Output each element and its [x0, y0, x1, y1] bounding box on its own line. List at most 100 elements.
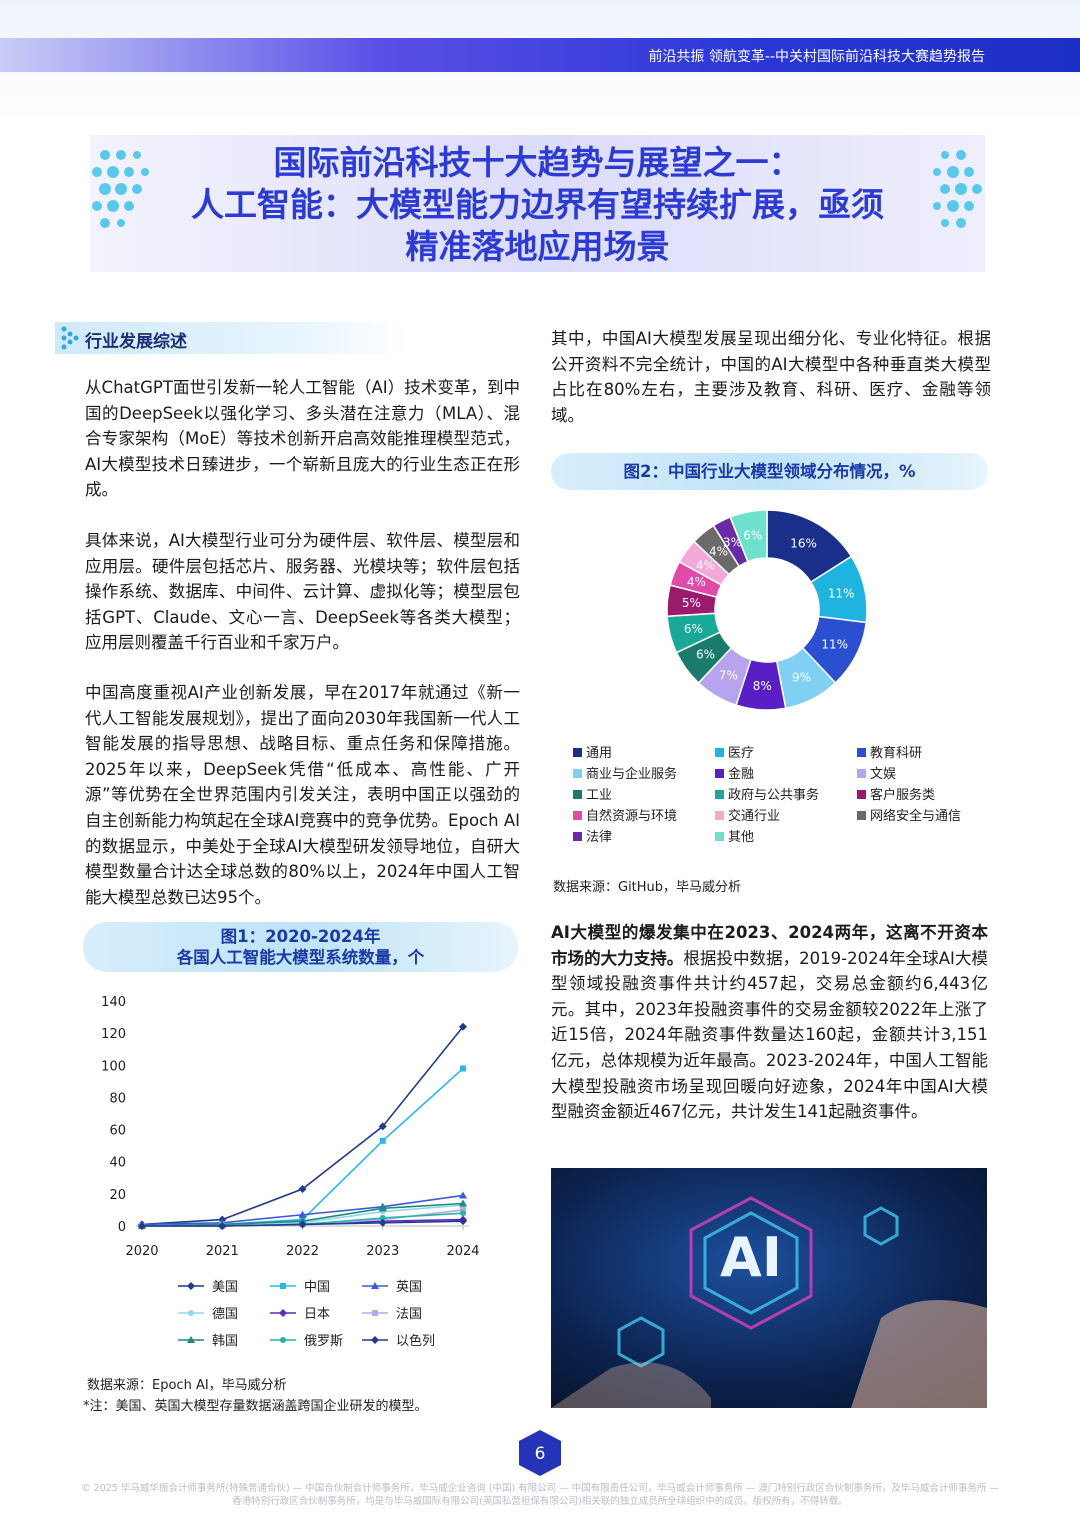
legend-label: 其他 — [728, 830, 754, 845]
marker — [378, 1218, 387, 1227]
marker — [459, 1191, 467, 1199]
legend-label: 医疗 — [728, 746, 754, 761]
title-box — [90, 135, 985, 272]
paragraph: 具体来说，AI大模型行业可分为硬件层、软件层、模型层和应用层。硬件层包括芯片、服… — [85, 531, 520, 653]
data-label: 6% — [696, 648, 715, 662]
legend-label: 商业与企业服务 — [586, 766, 677, 782]
legend-label: 通用 — [586, 746, 612, 761]
section-pill — [55, 322, 410, 354]
title-line: 国际前沿科技十大趋势与展望之一： — [273, 143, 802, 182]
marker — [459, 1217, 467, 1226]
donut-slice — [729, 509, 768, 563]
legend-swatch — [857, 748, 866, 757]
marker — [298, 1210, 307, 1218]
data-label: 11% — [821, 638, 848, 652]
legend-swatch — [715, 811, 724, 820]
marker — [371, 1336, 379, 1344]
marker — [280, 1283, 286, 1289]
legend-swatch — [857, 790, 866, 799]
marker — [378, 1204, 387, 1212]
title-line: 人工智能：大模型能力边界有望持续扩展，亟须 — [191, 185, 884, 224]
legend-label: 自然资源与环境 — [586, 808, 677, 824]
paragraph: AI大模型的爆发集中在2023、2024两年，这离不开资本市场的大力支持。根据投… — [551, 920, 988, 1125]
y-tick-label: 0 — [118, 1220, 126, 1235]
marker — [218, 1222, 227, 1230]
legend-label: 交通行业 — [728, 808, 780, 824]
marker — [459, 1022, 467, 1031]
marker — [298, 1185, 307, 1194]
marker — [459, 1199, 467, 1207]
marker — [372, 1310, 378, 1316]
legend-swatch — [573, 832, 582, 841]
chart-title: 图1：2020-2024年 — [220, 927, 381, 946]
x-tick-label: 2021 — [206, 1244, 239, 1259]
title-dots — [92, 150, 982, 228]
legend-swatch — [715, 769, 724, 778]
x-tick-label: 2023 — [366, 1244, 399, 1259]
legend-label: 工业 — [586, 788, 612, 803]
title-line: 精准落地应用场景 — [405, 227, 670, 266]
marker — [187, 1336, 195, 1343]
paragraph: 其中，中国AI大模型发展呈现出细分化、专业化特征。根据公开资料不完全统计，中国的… — [551, 329, 991, 425]
legend-label: 以色列 — [396, 1333, 435, 1349]
data-label: 16% — [790, 536, 817, 550]
legend-label: 文娱 — [870, 767, 896, 782]
x-tick-label: 2020 — [125, 1244, 158, 1259]
marker — [460, 1065, 466, 1072]
legend-swatch — [573, 769, 582, 778]
legend-label: 英国 — [396, 1280, 422, 1295]
chart-title-pill: 图2：中国行业大模型领域分布情况，% — [551, 453, 988, 490]
chart-source: 数据来源：Epoch AI，毕马威分析 — [87, 1378, 287, 1393]
data-label: 5% — [682, 596, 701, 610]
data-label: 4% — [709, 544, 728, 558]
marker — [379, 1137, 386, 1144]
marker — [298, 1220, 307, 1229]
image-label: AI — [720, 1226, 782, 1289]
y-tick-label: 100 — [101, 1059, 126, 1074]
legend-label: 法国 — [396, 1307, 422, 1322]
legend-swatch — [857, 769, 866, 778]
legend-swatch — [715, 790, 724, 799]
y-tick-label: 80 — [109, 1091, 126, 1106]
legend-swatch — [715, 832, 724, 841]
legend-swatch — [573, 811, 582, 820]
data-label: 4% — [687, 575, 706, 589]
y-tick-label: 140 — [101, 995, 126, 1010]
legend-swatch — [715, 748, 724, 757]
marker — [378, 1122, 387, 1131]
marker — [188, 1310, 194, 1316]
data-label: 6% — [684, 622, 703, 636]
data-label: 8% — [753, 679, 772, 693]
marker — [187, 1282, 195, 1290]
paragraph: 中国高度重视AI产业创新发展，早在2017年就通过《新一代人工智能发展规划》，提… — [85, 683, 520, 907]
footer-line: 香港特别行政区合伙制事务所，均是与毕马威国际有限公司(英国私营担保有限公司)相关… — [232, 1496, 848, 1507]
marker — [280, 1337, 286, 1343]
chart-subtitle: 各国人工智能大模型系统数量，个 — [176, 948, 425, 967]
marker — [379, 1214, 386, 1221]
marker — [460, 1206, 466, 1213]
footer-line: © 2025 毕马威华振会计师事务所(特殊普通合伙) — 中国合伙制会计师事务所… — [81, 1483, 999, 1494]
header-tagline: 前沿共振 领航变革--中关村国际前沿科技大赛趋势报告 — [648, 49, 985, 65]
legend-label: 法律 — [586, 830, 612, 845]
y-tick-label: 20 — [109, 1188, 126, 1203]
legend-label: 政府与公共事务 — [728, 787, 819, 803]
section-icon — [61, 326, 79, 350]
legend-label: 韩国 — [212, 1334, 238, 1349]
page-number: 6 — [535, 1444, 546, 1464]
donut-chart: 16% 通用 11% 医疗 11% 教育科研 9% 商业与企业服务 8% 金融 7% 文娱 6% 工业 6%… — [573, 509, 961, 845]
chart-title: 图2：中国行业大模型领域分布情况，% — [623, 462, 916, 481]
legend-label: 教育科研 — [870, 745, 922, 761]
page-badge: 6 — [519, 1430, 561, 1476]
chart-note: *注：美国、英国大模型存量数据涵盖跨国企业研发的模型。 — [83, 1399, 428, 1414]
data-label: 7% — [719, 668, 738, 682]
paragraph: 从ChatGPT面世引发新一轮人工智能（AI）技术变革，到中国的DeepSeek… — [85, 378, 520, 500]
section-heading: 行业发展综述 — [85, 332, 187, 352]
legend-label: 日本 — [304, 1307, 330, 1322]
data-label: 9% — [792, 671, 811, 685]
chart-source: 数据来源：GitHub，毕马威分析 — [553, 880, 742, 895]
data-label: 6% — [743, 528, 762, 542]
paragraph-lead: AI大模型的爆发集中在2023、2024两年，这离不开资本市场的大力支持。 — [551, 923, 988, 968]
marker — [279, 1309, 287, 1317]
legend-label: 网络安全与通信 — [870, 808, 961, 824]
